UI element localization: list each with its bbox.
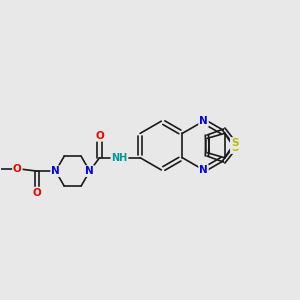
Text: S: S — [231, 143, 238, 153]
Text: N: N — [85, 166, 94, 176]
Text: N: N — [199, 165, 208, 175]
Text: NH: NH — [111, 153, 128, 163]
Text: O: O — [13, 164, 22, 174]
Text: O: O — [33, 188, 42, 198]
Text: N: N — [51, 166, 60, 176]
Text: N: N — [199, 116, 208, 126]
Text: S: S — [231, 138, 238, 148]
Text: O: O — [95, 131, 104, 141]
